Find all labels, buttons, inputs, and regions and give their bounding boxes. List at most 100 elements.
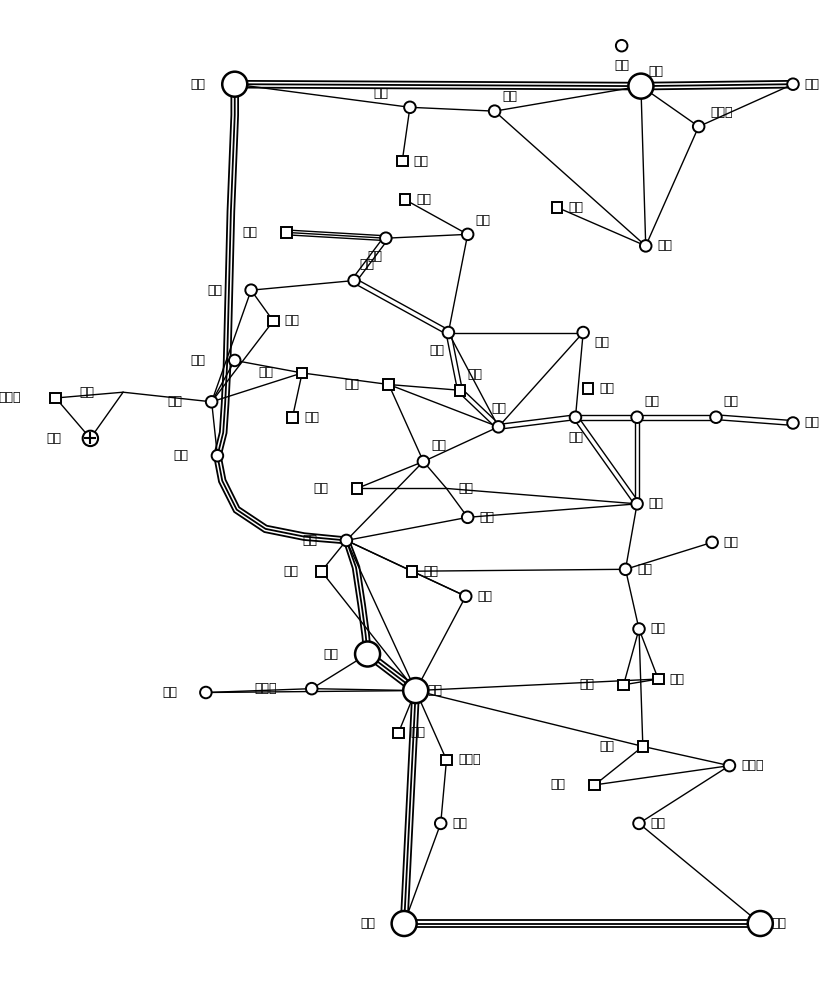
Text: 嵩山: 嵩山: [345, 378, 360, 391]
Circle shape: [435, 818, 447, 829]
Circle shape: [222, 72, 247, 97]
Text: 禹州: 禹州: [479, 511, 494, 524]
Text: 狮河: 狮河: [599, 740, 614, 753]
Circle shape: [306, 683, 318, 694]
Text: 豫北: 豫北: [614, 59, 629, 72]
Bar: [406, 566, 417, 577]
Text: 崤峪: 崤峪: [670, 673, 685, 686]
Text: 马寺: 马寺: [259, 366, 273, 379]
Bar: [316, 566, 327, 577]
Circle shape: [212, 450, 223, 461]
Text: 彭德: 彭德: [374, 87, 389, 100]
Text: 丰鹤: 丰鹤: [414, 155, 429, 168]
Text: 白河: 白河: [427, 684, 443, 697]
Circle shape: [462, 229, 474, 240]
Text: 郑燃: 郑燃: [468, 368, 483, 381]
Text: 周湾: 周湾: [580, 678, 594, 691]
Circle shape: [570, 411, 581, 423]
Text: 香山: 香山: [302, 534, 318, 547]
Circle shape: [443, 327, 454, 338]
Circle shape: [723, 760, 736, 771]
Circle shape: [693, 121, 704, 132]
Text: 孝感: 孝感: [650, 817, 666, 830]
Text: 沁北: 沁北: [243, 226, 258, 239]
Bar: [268, 316, 278, 326]
Text: 塔铺: 塔铺: [658, 239, 672, 252]
Circle shape: [245, 284, 257, 296]
Text: 获嘉: 获嘉: [475, 214, 490, 227]
Text: 郑北: 郑北: [429, 344, 444, 357]
Text: 樊北: 樊北: [452, 817, 467, 830]
Text: 晋东: 晋东: [190, 78, 206, 91]
Text: 荆门: 荆门: [360, 917, 375, 930]
Text: 陕州: 陕州: [79, 386, 94, 399]
Text: 浥安: 浥安: [502, 90, 517, 103]
Bar: [618, 680, 629, 690]
Bar: [50, 393, 61, 403]
Circle shape: [616, 40, 627, 51]
Bar: [351, 483, 362, 494]
Circle shape: [710, 411, 722, 423]
Text: 灵宝: 灵宝: [47, 432, 62, 445]
Circle shape: [631, 411, 643, 423]
Text: 郑州: 郑州: [431, 439, 446, 452]
Text: 徐州: 徐州: [805, 78, 819, 91]
Bar: [282, 227, 292, 238]
Circle shape: [341, 535, 352, 546]
Text: 嘉和: 嘉和: [173, 449, 189, 462]
Bar: [397, 156, 407, 166]
Bar: [297, 368, 307, 378]
Circle shape: [200, 687, 212, 698]
Circle shape: [748, 911, 773, 936]
Text: 湛河: 湛河: [477, 590, 493, 603]
Text: 三门峡: 三门峡: [0, 391, 21, 404]
Circle shape: [380, 232, 392, 244]
Text: 开封: 开封: [599, 382, 615, 395]
Bar: [441, 755, 452, 765]
Circle shape: [633, 818, 644, 829]
Bar: [638, 741, 648, 752]
Text: 邵陵: 邵陵: [637, 563, 652, 576]
Text: 群英: 群英: [162, 686, 177, 699]
Text: 哈密: 哈密: [594, 336, 610, 349]
Circle shape: [462, 512, 474, 523]
Text: 仓颉: 仓颉: [649, 65, 663, 78]
Text: 洛西: 洛西: [167, 395, 183, 408]
Bar: [393, 728, 404, 738]
Text: 永城: 永城: [805, 416, 819, 429]
Circle shape: [628, 74, 654, 99]
Text: 信阳东: 信阳东: [741, 759, 764, 772]
Bar: [583, 383, 594, 394]
Circle shape: [640, 240, 652, 252]
Circle shape: [577, 327, 589, 338]
Bar: [455, 385, 466, 396]
Text: 姚孟: 姚孟: [424, 565, 438, 578]
Circle shape: [620, 564, 631, 575]
Circle shape: [787, 78, 799, 90]
Text: 济源: 济源: [207, 284, 222, 297]
Text: 南阳南: 南阳南: [458, 753, 480, 766]
Text: 庄周: 庄周: [723, 395, 739, 408]
Bar: [400, 194, 410, 205]
Text: 竹贤: 竹贤: [367, 250, 382, 263]
Circle shape: [787, 417, 799, 429]
Circle shape: [633, 623, 644, 635]
Circle shape: [206, 396, 218, 408]
Text: 花都: 花都: [649, 497, 663, 510]
Text: 孟津: 孟津: [285, 314, 300, 327]
Text: 武汉: 武汉: [772, 917, 787, 930]
Bar: [552, 202, 562, 213]
Circle shape: [460, 590, 471, 602]
Text: 鸭河: 鸭河: [410, 726, 425, 739]
Text: 南阳: 南阳: [323, 648, 339, 661]
Text: 宝山: 宝山: [569, 201, 584, 214]
Text: 博爱: 博爱: [360, 258, 375, 271]
Bar: [383, 379, 394, 390]
Circle shape: [229, 355, 241, 366]
Circle shape: [488, 105, 500, 117]
Circle shape: [348, 275, 360, 286]
Text: 祥符: 祥符: [644, 395, 660, 408]
Circle shape: [706, 537, 718, 548]
Circle shape: [403, 678, 429, 703]
Circle shape: [418, 456, 429, 467]
